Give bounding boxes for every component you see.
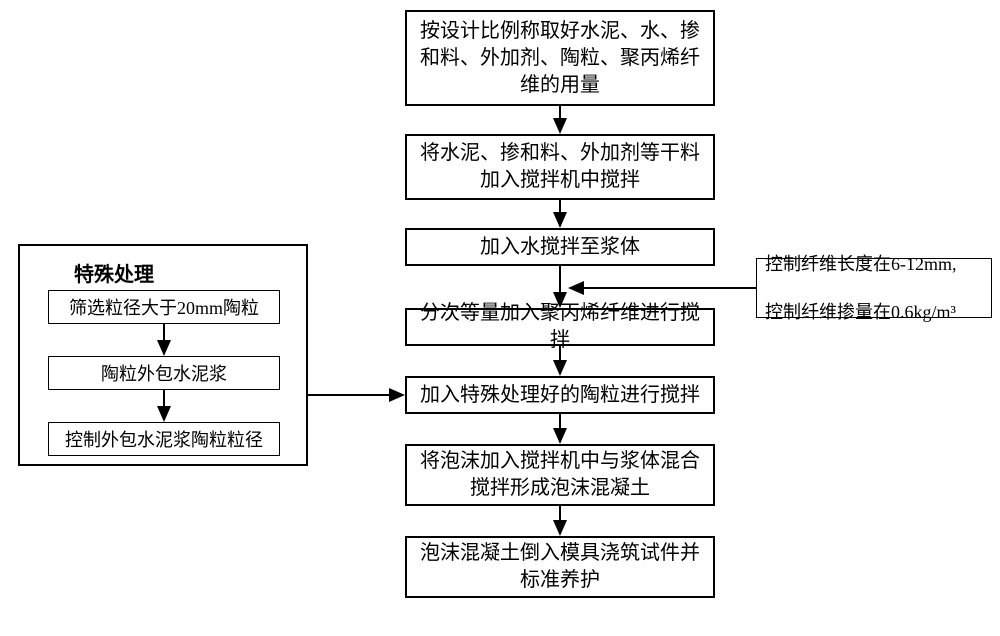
side-node-2-text: 陶粒外包水泥浆: [101, 360, 227, 386]
side-node-3-text: 控制外包水泥浆陶粒粒径: [65, 426, 263, 452]
note-box: 控制纤维长度在6-12mm, 控制纤维掺量在0.6kg/m³: [756, 258, 992, 318]
side-node-3: 控制外包水泥浆陶粒粒径: [48, 422, 280, 456]
flow-node-7: 泡沫混凝土倒入模具浇筑试件并标准养护: [405, 536, 715, 598]
flow-node-5-text: 加入特殊处理好的陶粒进行搅拌: [420, 382, 700, 409]
flow-node-1-text: 按设计比例称取好水泥、水、掺和料、外加剂、陶粒、聚丙烯纤维的用量: [415, 18, 705, 99]
flow-node-4: 分次等量加入聚丙烯纤维进行搅拌: [405, 308, 715, 346]
side-group-title: 特殊处理: [74, 258, 154, 287]
flow-node-1: 按设计比例称取好水泥、水、掺和料、外加剂、陶粒、聚丙烯纤维的用量: [405, 10, 715, 106]
flow-node-7-text: 泡沫混凝土倒入模具浇筑试件并标准养护: [415, 540, 705, 594]
note-text: 控制纤维长度在6-12mm, 控制纤维掺量在0.6kg/m³: [765, 252, 957, 325]
flow-node-6-text: 将泡沫加入搅拌机中与浆体混合搅拌形成泡沫混凝土: [415, 448, 705, 502]
flow-node-2: 将水泥、掺和料、外加剂等干料加入搅拌机中搅拌: [405, 134, 715, 200]
side-node-1: 筛选粒径大于20mm陶粒: [48, 290, 280, 324]
flow-node-3: 加入水搅拌至浆体: [405, 228, 715, 266]
flow-node-5: 加入特殊处理好的陶粒进行搅拌: [405, 376, 715, 414]
flow-node-3-text: 加入水搅拌至浆体: [480, 234, 640, 261]
flow-node-2-text: 将水泥、掺和料、外加剂等干料加入搅拌机中搅拌: [415, 140, 705, 194]
flow-node-6: 将泡沫加入搅拌机中与浆体混合搅拌形成泡沫混凝土: [405, 444, 715, 506]
side-node-1-text: 筛选粒径大于20mm陶粒: [69, 294, 259, 320]
side-node-2: 陶粒外包水泥浆: [48, 356, 280, 390]
flow-node-4-text: 分次等量加入聚丙烯纤维进行搅拌: [415, 300, 705, 354]
